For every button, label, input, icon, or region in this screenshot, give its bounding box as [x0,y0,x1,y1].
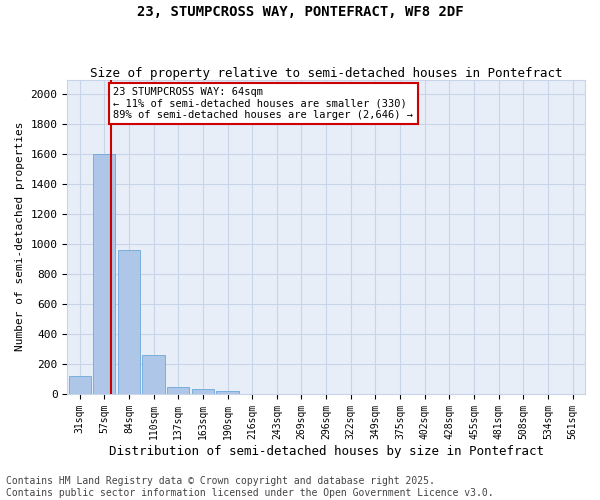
Text: Contains HM Land Registry data © Crown copyright and database right 2025.
Contai: Contains HM Land Registry data © Crown c… [6,476,494,498]
Bar [217,391,239,394]
Y-axis label: Number of semi-detached properties: Number of semi-detached properties [15,122,25,352]
Text: 23 STUMPCROSS WAY: 64sqm
← 11% of semi-detached houses are smaller (330)
89% of : 23 STUMPCROSS WAY: 64sqm ← 11% of semi-d… [113,87,413,120]
Title: Size of property relative to semi-detached houses in Pontefract: Size of property relative to semi-detach… [90,66,562,80]
Bar [118,250,140,394]
Bar [68,376,91,394]
Text: 23, STUMPCROSS WAY, PONTEFRACT, WF8 2DF: 23, STUMPCROSS WAY, PONTEFRACT, WF8 2DF [137,5,463,19]
Bar [93,154,115,394]
X-axis label: Distribution of semi-detached houses by size in Pontefract: Distribution of semi-detached houses by … [109,444,544,458]
Bar [142,355,164,394]
Bar [192,388,214,394]
Bar [167,387,190,394]
